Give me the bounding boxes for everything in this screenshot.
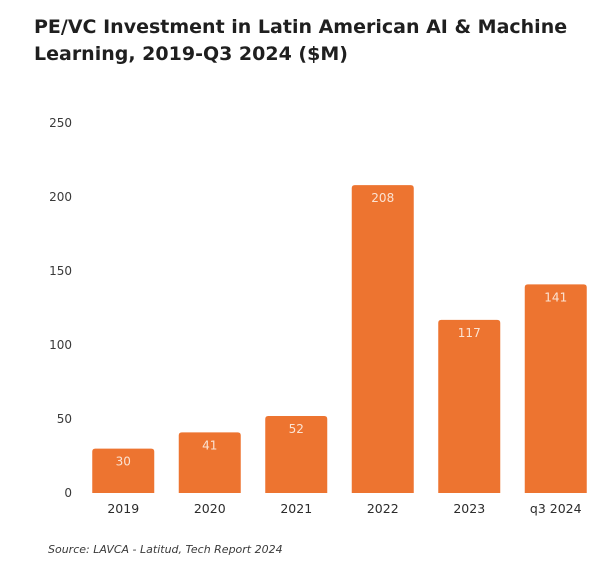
x-tick-label: 2022 bbox=[367, 501, 399, 516]
data-label: 141 bbox=[544, 290, 567, 304]
data-label: 30 bbox=[116, 455, 131, 469]
y-tick-label: 0 bbox=[64, 486, 72, 500]
source-note: Source: LAVCA - Latitud, Tech Report 202… bbox=[48, 543, 283, 556]
y-tick-label: 50 bbox=[57, 412, 72, 426]
data-label: 41 bbox=[202, 438, 217, 452]
x-tick-label: 2020 bbox=[194, 501, 226, 516]
y-tick-label: 250 bbox=[49, 116, 72, 130]
data-label: 52 bbox=[289, 422, 304, 436]
bar-2023 bbox=[438, 319, 501, 493]
x-tick-label: 2019 bbox=[107, 501, 139, 516]
x-axis: 2019 2020 2021 2022 2023 q3 2024 bbox=[107, 501, 581, 516]
bars bbox=[92, 185, 587, 493]
x-tick-label: q3 2024 bbox=[530, 501, 582, 516]
bar-2022 bbox=[351, 185, 414, 493]
x-tick-label: 2021 bbox=[280, 501, 312, 516]
chart-title: PE/VC Investment in Latin American AI & … bbox=[34, 16, 568, 65]
y-tick-label: 150 bbox=[49, 264, 72, 278]
bar-q3-2024 bbox=[524, 284, 587, 493]
y-tick-label: 200 bbox=[49, 190, 72, 204]
data-label: 117 bbox=[458, 326, 481, 340]
y-tick-label: 100 bbox=[49, 338, 72, 352]
data-labels: 30 41 52 208 117 141 bbox=[116, 191, 568, 468]
x-tick-label: 2023 bbox=[453, 501, 485, 516]
data-label: 208 bbox=[371, 191, 394, 205]
y-axis: 0 50 100 150 200 250 bbox=[49, 116, 72, 500]
bar-2019 bbox=[92, 448, 155, 493]
bar-2020 bbox=[178, 432, 241, 493]
bar-2021 bbox=[265, 416, 328, 493]
